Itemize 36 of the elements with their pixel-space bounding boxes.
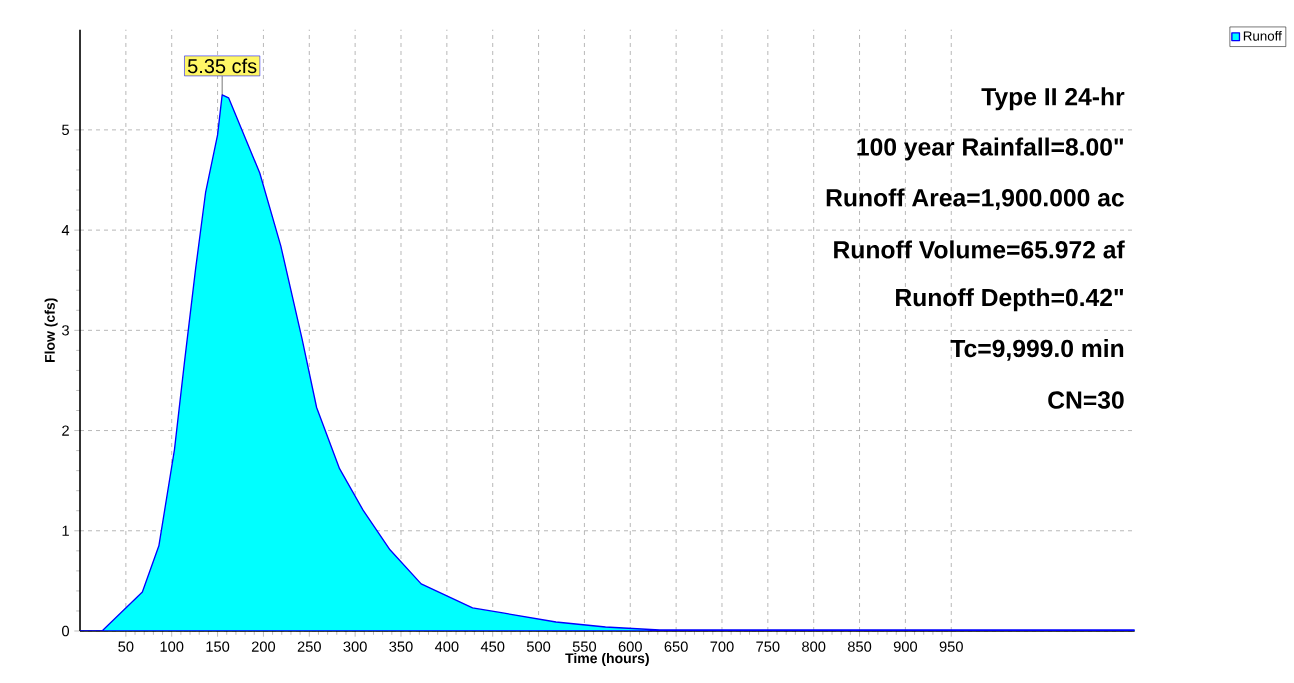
annotation: 100 year Rainfall=8.00" — [857, 137, 1124, 161]
x-tick-label: 800 — [802, 641, 826, 652]
x-tick-label: 250 — [297, 641, 321, 652]
x-tick-label: 650 — [664, 641, 688, 652]
x-tick-label: 50 — [118, 641, 134, 652]
annotation: Runoff Volume=65.972 af — [834, 240, 1125, 259]
legend-label: Runoff — [1243, 30, 1282, 41]
x-tick-label: 400 — [434, 641, 459, 652]
annotation: Type II 24-hr — [981, 87, 1125, 111]
x-tick-label: 100 — [160, 641, 184, 652]
x-tick-label: 350 — [389, 641, 413, 652]
annotation: Tc=9,999.0 min — [950, 339, 1124, 361]
annotation: CN=30 — [1048, 391, 1124, 409]
y-tick-label: 4 — [61, 225, 70, 236]
x-tick-label: 500 — [526, 641, 551, 652]
annotation: Runoff Area=1,900.000 ac — [826, 188, 1124, 211]
y-axis-title: Flow (cfs) — [44, 298, 58, 363]
x-tick-label: 700 — [710, 641, 734, 652]
x-tick-label: 550 — [572, 641, 597, 652]
y-tick-label: 0 — [62, 625, 70, 637]
y-tick-label: 3 — [62, 325, 69, 336]
x-axis-title: Time (hours) — [565, 652, 649, 666]
annotation: Runoff Depth=0.42" — [896, 288, 1124, 312]
x-tick-label: 750 — [756, 641, 780, 652]
y-tick-label: 2 — [62, 425, 69, 436]
y-tick-label: 1 — [62, 525, 69, 536]
x-tick-label: 200 — [251, 641, 276, 652]
x-tick-label: 150 — [206, 641, 230, 652]
y-tick-label: 5 — [62, 124, 69, 136]
x-tick-label: 600 — [618, 641, 642, 652]
x-tick-label: 900 — [893, 641, 918, 652]
annotation: 5.35 cfs — [187, 58, 257, 74]
x-tick-label: 450 — [480, 641, 505, 652]
x-tick-label: 850 — [847, 641, 872, 652]
x-tick-label: 950 — [939, 641, 963, 652]
x-tick-label: 300 — [343, 641, 367, 652]
